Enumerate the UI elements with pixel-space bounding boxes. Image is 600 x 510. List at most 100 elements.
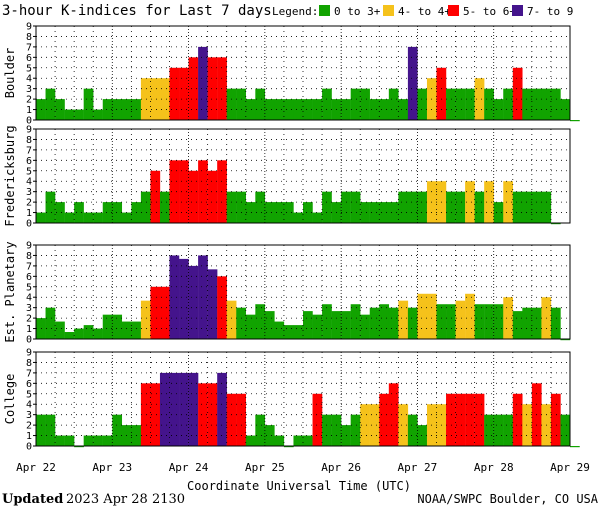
k-index-bar (541, 88, 552, 120)
y-tick-label: 8 (26, 251, 32, 262)
y-tick-label: 2 (26, 421, 32, 432)
k-index-bar (140, 78, 151, 120)
k-index-bar (550, 223, 561, 225)
panels: 0123456789Boulder0123456789Fredericksbur… (3, 22, 580, 453)
y-tick-label: 9 (26, 241, 32, 252)
panel-name: College (3, 374, 17, 425)
k-index-bar (179, 258, 189, 339)
k-index-bar (341, 311, 351, 339)
panel-frame (35, 351, 571, 447)
k-index-bar (303, 435, 313, 446)
k-index-bar (36, 318, 46, 339)
updated-value: 2023 Apr 28 2130 (66, 492, 185, 507)
k-index-bar (398, 300, 409, 339)
k-index-bar (74, 202, 84, 223)
k-index-bar (179, 372, 189, 446)
k-index-bar (236, 307, 246, 339)
k-index-bar (274, 435, 285, 446)
k-index-bar (45, 414, 56, 446)
k-index-bar (255, 304, 266, 339)
k-index-bar (45, 88, 56, 120)
k-index-bar (36, 212, 46, 223)
k-index-bar (93, 328, 103, 339)
k-index-bar (55, 99, 65, 120)
k-index-bar (293, 325, 304, 339)
k-index-bar (360, 202, 370, 223)
x-tick-label: Apr 25 (245, 461, 285, 474)
y-tick-label: 9 (26, 22, 32, 33)
y-tick-label: 4 (26, 400, 32, 411)
k-index-bar (560, 414, 571, 446)
k-index-bar (379, 393, 390, 446)
k-index-bar (102, 314, 113, 339)
k-index-bar (560, 339, 571, 341)
k-index-bar (388, 307, 399, 339)
k-index-bar (198, 255, 208, 339)
k-index-bar (417, 191, 428, 223)
k-index-bar (303, 311, 313, 339)
x-tick-label: Apr 26 (321, 461, 361, 474)
k-index-bar (322, 304, 332, 339)
k-index-bar (140, 300, 151, 339)
y-tick-label: 3 (26, 187, 32, 198)
y-tick-label: 8 (26, 135, 32, 146)
source-credit: NOAA/SWPC Boulder, CO USA (417, 492, 598, 506)
k-index-bar (112, 202, 123, 223)
k-index-bar (217, 57, 227, 120)
k-index-bar (436, 304, 447, 339)
k-index-bar (140, 383, 151, 446)
k-index-bar (159, 372, 170, 446)
k-index-bar (484, 304, 494, 339)
k-index-bar (121, 212, 132, 223)
y-tick-label: 5 (26, 389, 32, 400)
y-tick-label: 1 (26, 208, 32, 219)
k-index-bar (102, 435, 113, 446)
panel-name: Est. Planetary (3, 241, 17, 342)
k-index-bar (169, 67, 180, 120)
k-index-bar (407, 46, 418, 120)
k-index-bar (283, 446, 294, 448)
k-index-bar (188, 170, 199, 223)
k-index-bar (360, 88, 370, 120)
k-index-bar (274, 202, 285, 223)
k-index-bar (274, 321, 285, 339)
k-index-bar (360, 404, 370, 446)
k-index-bar (207, 269, 218, 339)
k-index-bar (331, 414, 342, 446)
k-index-bar (83, 435, 94, 446)
k-index-bar (236, 393, 246, 446)
x-axis-ticks: Apr 22 Apr 23 Apr 24 Apr 25 Apr 26 Apr 27 Apr … (16, 461, 590, 474)
k-index-bar (570, 120, 580, 122)
k-index-bar (207, 383, 218, 446)
k-index-bar (283, 202, 294, 223)
k-index-bar (531, 191, 542, 223)
k-index-bar (503, 414, 513, 446)
k-index-bar (150, 286, 161, 339)
k-index-bar (36, 99, 46, 120)
k-index-bar (64, 212, 75, 223)
k-index-bar (198, 383, 208, 446)
k-index-bar (217, 276, 227, 339)
k-index-bar (93, 212, 103, 223)
y-tick-label: 1 (26, 324, 32, 335)
k-index-bar (83, 325, 94, 339)
k-index-bar (169, 160, 180, 223)
k-index-bar (293, 435, 304, 446)
y-tick-label: 0 (26, 219, 32, 230)
k-index-bar (455, 88, 466, 120)
k-index-bar (188, 57, 199, 120)
k-index-bar (55, 435, 65, 446)
y-tick-label: 6 (26, 379, 32, 390)
k-index-bar (446, 393, 456, 446)
k-index-bar (369, 99, 380, 120)
y-tick-label: 6 (26, 272, 32, 283)
k-index-bar (264, 311, 275, 339)
k-index-bar (455, 300, 466, 339)
y-tick-label: 5 (26, 282, 32, 293)
k-index-bar (436, 67, 447, 120)
k-index-bar (531, 307, 542, 339)
k-index-bar (560, 99, 571, 120)
k-index-bar (322, 88, 332, 120)
